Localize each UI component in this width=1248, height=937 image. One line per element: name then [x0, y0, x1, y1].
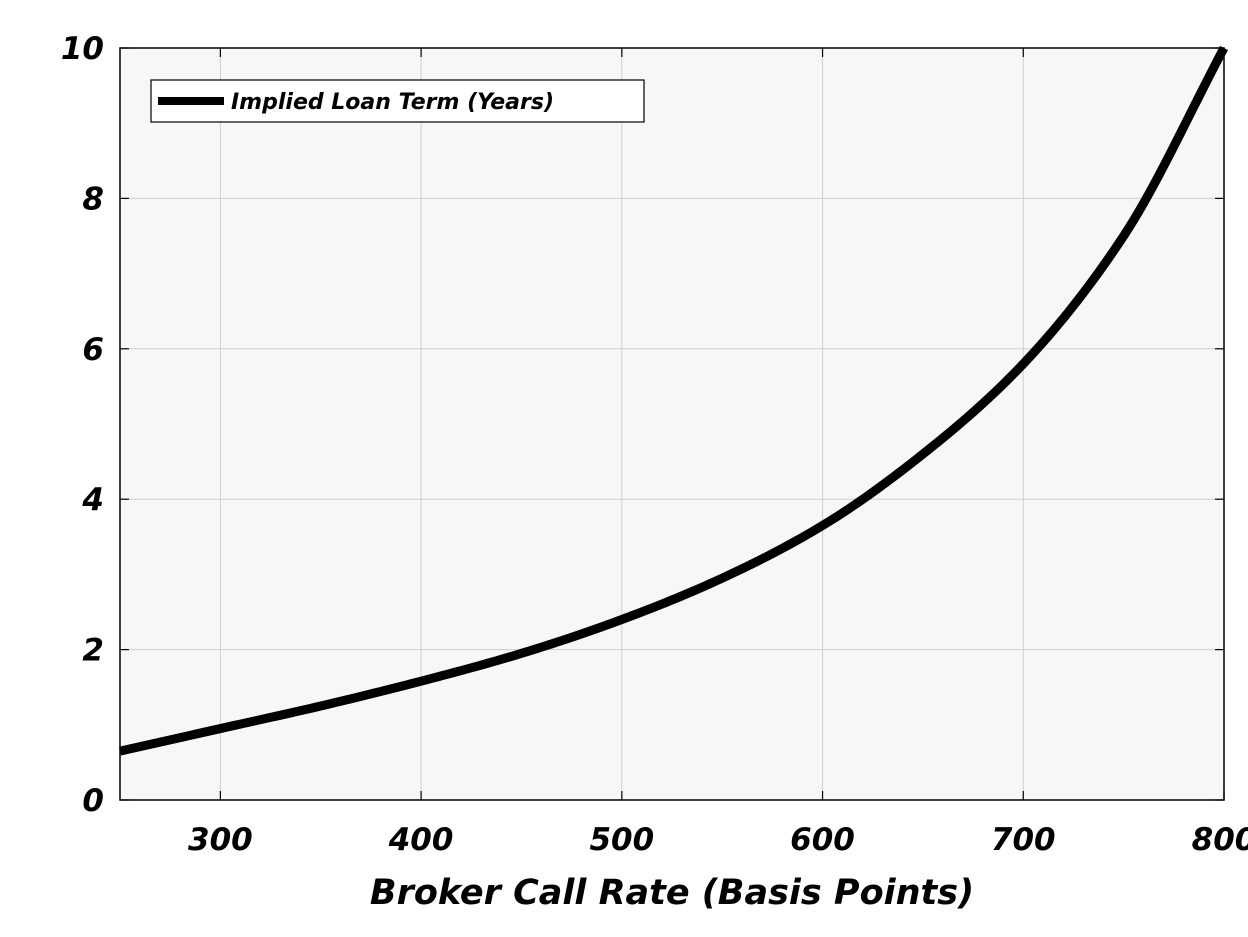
legend: Implied Loan Term (Years): [150, 79, 645, 123]
y-tick-label: 4: [81, 482, 104, 518]
x-tick-label: 400: [388, 822, 454, 858]
x-tick-labels: 300 400 500 600 700 800: [188, 822, 1248, 858]
legend-label: Implied Loan Term (Years): [231, 90, 554, 115]
legend-box: [150, 79, 645, 123]
series-line-implied-loan-term: [119, 45, 1228, 756]
y-tick-labels: 0 2 4 6 8 10: [61, 31, 104, 819]
y-tick-label: 10: [61, 31, 104, 67]
plot-background: [120, 48, 1224, 800]
x-tick-label: 500: [589, 822, 654, 858]
x-tick-label: 800: [1192, 822, 1248, 858]
plot-frame: [119, 47, 1225, 801]
y-tick-label: 8: [82, 181, 104, 217]
x-axis-label: Broker Call Rate (Basis Points): [370, 873, 974, 913]
y-tick-label: 6: [82, 332, 104, 368]
x-tick-label: 300: [188, 822, 253, 858]
y-tick-label: 0: [82, 783, 104, 819]
x-tick-label: 700: [991, 822, 1056, 858]
x-tick-label: 600: [790, 822, 855, 858]
y-tick-label: 2: [82, 633, 104, 669]
